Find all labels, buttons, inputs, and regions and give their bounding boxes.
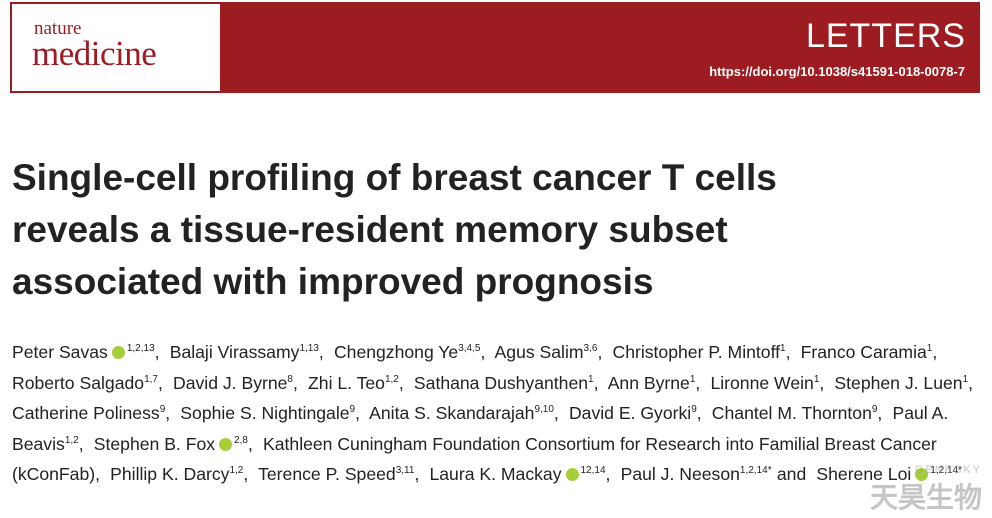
watermark-chinese: 天昊生物 xyxy=(869,482,982,513)
separator: , xyxy=(414,464,420,484)
separator: , xyxy=(593,372,599,393)
author-name: Zhi L. Teo xyxy=(308,372,385,393)
separator: , xyxy=(165,403,171,423)
affiliation: 1,13 xyxy=(299,343,319,354)
watermark: GENESKY 天昊生物 xyxy=(870,464,982,516)
author-name: Peter Savas xyxy=(12,342,108,362)
author-name: Ann Byrne xyxy=(607,372,690,393)
affiliation: 3,6 xyxy=(583,343,598,354)
separator: , xyxy=(819,372,825,393)
orcid-icon xyxy=(219,437,233,451)
affiliation: 1 xyxy=(780,343,786,354)
affiliation: 9 xyxy=(349,404,356,415)
logo-top: nature xyxy=(34,18,82,39)
separator: , xyxy=(597,342,603,362)
separator: , xyxy=(696,403,702,423)
author-name: Roberto Salgado xyxy=(12,372,145,393)
affiliation: 9,10 xyxy=(534,404,554,415)
author-name: Paul A. Beavis xyxy=(12,403,949,454)
author-name: Agus Salim xyxy=(494,342,584,362)
title-line: Single-cell profiling of breast cancer T… xyxy=(12,157,777,198)
author-name: Anita S. Skandarajah xyxy=(369,403,535,423)
journal-logo: nature medicine xyxy=(12,4,220,91)
header-band: nature medicine LETTERS https://doi.org/… xyxy=(10,2,980,93)
author-name: Lironne Wein xyxy=(710,372,814,393)
affiliation: 1,7 xyxy=(144,373,158,385)
affiliation: 9 xyxy=(159,404,166,415)
separator: , xyxy=(398,372,404,393)
separator: , xyxy=(553,403,559,423)
section-label: LETTERS xyxy=(805,17,966,55)
watermark-latin: GENESKY xyxy=(914,464,982,476)
affiliation: 1 xyxy=(962,373,969,385)
author-name: Kathleen Cuningham Foundation Consortium… xyxy=(12,433,937,485)
orcid-icon xyxy=(915,468,929,481)
affiliation: 3,4,5 xyxy=(458,343,481,354)
orcid-icon xyxy=(565,468,579,481)
affiliation: 9 xyxy=(871,404,878,415)
affiliation: 1,2,14* xyxy=(930,465,962,476)
separator: , xyxy=(154,342,160,362)
author-name: Sherene Loi xyxy=(816,464,912,484)
author-name: Chantel M. Thornton xyxy=(711,403,872,423)
affiliation: 1,2,13 xyxy=(126,343,155,354)
author-name: Chengzhong Ye xyxy=(333,342,459,362)
affiliation: 1 xyxy=(689,373,696,385)
separator: , xyxy=(695,372,701,393)
separator: , xyxy=(95,464,100,484)
author-name: Stephen B. Fox xyxy=(93,433,216,454)
separator: , xyxy=(157,372,163,393)
author-list: Peter Savas 1,2,13, Balaji Virassamy1,13,… xyxy=(12,337,982,490)
author-name: Balaji Virassamy xyxy=(169,342,300,362)
affiliation: 12,14 xyxy=(580,465,606,476)
separator: , xyxy=(968,372,974,393)
affiliation: 1 xyxy=(813,373,820,385)
author-name: Sophie S. Nightingale xyxy=(180,403,350,423)
separator: , xyxy=(877,403,883,423)
separator: , xyxy=(355,403,360,423)
affiliation: 1,2,14* xyxy=(739,465,772,476)
article-title: Single-cell profiling of breast cancer T… xyxy=(12,152,777,308)
orcid-icon xyxy=(111,346,125,359)
affiliation: 3,11 xyxy=(395,465,415,476)
affiliation: 9 xyxy=(691,404,697,415)
author-name: Franco Caramia xyxy=(800,342,927,362)
separator: , xyxy=(785,342,791,362)
separator: , xyxy=(932,342,938,362)
affiliation: 1 xyxy=(588,373,594,385)
separator: and xyxy=(776,464,807,484)
title-line: associated with improved prognosis xyxy=(12,261,654,302)
author-name: Paul J. Neeson xyxy=(620,464,740,484)
author-name: Christopher P. Mintoff xyxy=(612,342,781,362)
separator: , xyxy=(292,372,298,393)
affiliation: 8 xyxy=(287,373,293,385)
author-name: Terence P. Speed xyxy=(258,464,396,484)
author-name: Catherine Poliness xyxy=(12,403,160,423)
logo-bottom: medicine xyxy=(32,34,157,73)
affiliation: 2,8 xyxy=(234,434,248,446)
separator: , xyxy=(78,433,84,454)
author-name: David J. Byrne xyxy=(173,372,288,393)
affiliation: 1,2 xyxy=(64,434,79,446)
separator: , xyxy=(247,433,253,454)
separator: , xyxy=(480,342,486,362)
doi-link[interactable]: https://doi.org/10.1038/s41591-018-0078-… xyxy=(709,64,965,79)
author-name: Phillip K. Darcy xyxy=(110,464,230,484)
separator: , xyxy=(243,464,249,484)
author-name: David E. Gyorki xyxy=(568,403,692,423)
title-line: reveals a tissue-resident memory subset xyxy=(12,209,728,250)
author-name: Laura K. Mackay xyxy=(429,464,562,484)
affiliation: 1 xyxy=(926,343,933,354)
separator: , xyxy=(318,342,324,362)
author-name: Sathana Dushyanthen xyxy=(413,372,589,393)
author-name: Stephen J. Luen xyxy=(834,372,963,393)
affiliation: 1,2 xyxy=(229,465,244,476)
affiliation: 1,2 xyxy=(384,373,399,385)
separator: , xyxy=(605,464,611,484)
